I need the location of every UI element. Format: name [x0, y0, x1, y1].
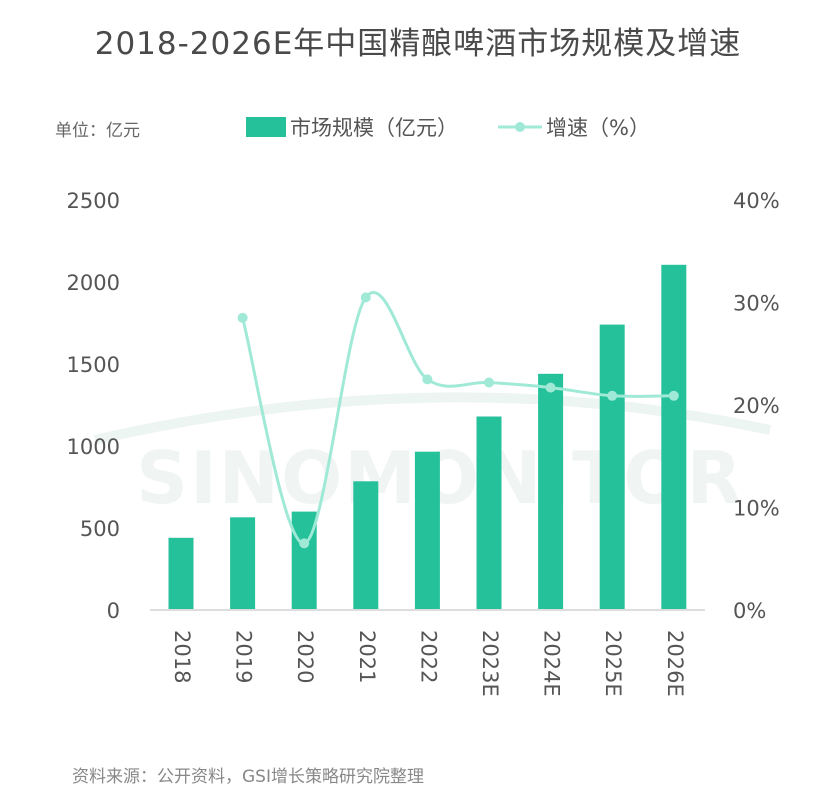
bar-2021 [353, 481, 379, 610]
left-tick-label: 2000 [67, 271, 120, 295]
growth-point-2023E [484, 377, 494, 388]
left-tick-label: 1000 [67, 435, 120, 459]
right-tick-label: 40% [733, 189, 780, 213]
legend-line-swatch [498, 122, 542, 132]
left-tick-label: 0 [107, 599, 120, 623]
unit-label: 单位：亿元 [55, 121, 140, 141]
category-label-2025E: 2025E [601, 630, 625, 697]
growth-point-2021 [360, 292, 371, 303]
bar-2018 [168, 537, 194, 610]
growth-line-series [237, 291, 679, 549]
bar-2019 [230, 517, 256, 610]
right-tick-label: 20% [733, 394, 780, 418]
growth-point-2022 [422, 374, 433, 385]
growth-point-2025E [607, 390, 618, 401]
growth-point-2020 [299, 538, 310, 549]
axes: 0 500 1000 1500 2000 2500 0% 10% 20% 30% 40% 2018 20… [67, 189, 780, 697]
bar-2023E [476, 416, 502, 610]
category-label-2024E: 2024E [540, 630, 564, 697]
legend-bar-swatch [246, 117, 286, 137]
bar-series [168, 264, 687, 610]
bar-2026E [661, 264, 687, 610]
legend-label-market-size: 市场规模（亿元） [290, 116, 458, 140]
category-label-2018: 2018 [170, 630, 194, 683]
legend-label-growth: 增速（%） [546, 116, 650, 140]
right-tick-label: 30% [733, 292, 780, 316]
growth-point-2024E [545, 382, 556, 393]
category-label-2026E: 2026E [663, 630, 687, 697]
bar-2024E [538, 373, 564, 610]
category-label-2019: 2019 [232, 630, 256, 683]
left-tick-label: 1500 [67, 353, 120, 377]
growth-point-2019 [237, 312, 248, 323]
growth-point-2026E [668, 390, 679, 401]
category-label-2023E: 2023E [478, 630, 502, 697]
legend: 市场规模（亿元） 增速（%） [246, 112, 690, 142]
category-label-2021: 2021 [355, 630, 379, 683]
right-tick-label: 0% [733, 599, 766, 623]
left-tick-label: 500 [80, 517, 120, 541]
legend-item-market-size: 市场规模（亿元） [246, 112, 458, 142]
source-note: 资料来源：公开资料，GSI增长策略研究院整理 [72, 767, 424, 787]
legend-item-growth: 增速（%） [498, 112, 650, 142]
category-label-2020: 2020 [293, 630, 317, 683]
bar-2022 [414, 451, 440, 610]
chart-title: 2018-2026E年中国精酿啤酒市场规模及增速 [94, 26, 742, 62]
bar-2025E [599, 324, 625, 610]
left-tick-label: 2500 [67, 189, 120, 213]
right-tick-label: 10% [733, 497, 780, 521]
growth-line [241, 291, 674, 545]
category-label-2022: 2022 [416, 630, 440, 683]
